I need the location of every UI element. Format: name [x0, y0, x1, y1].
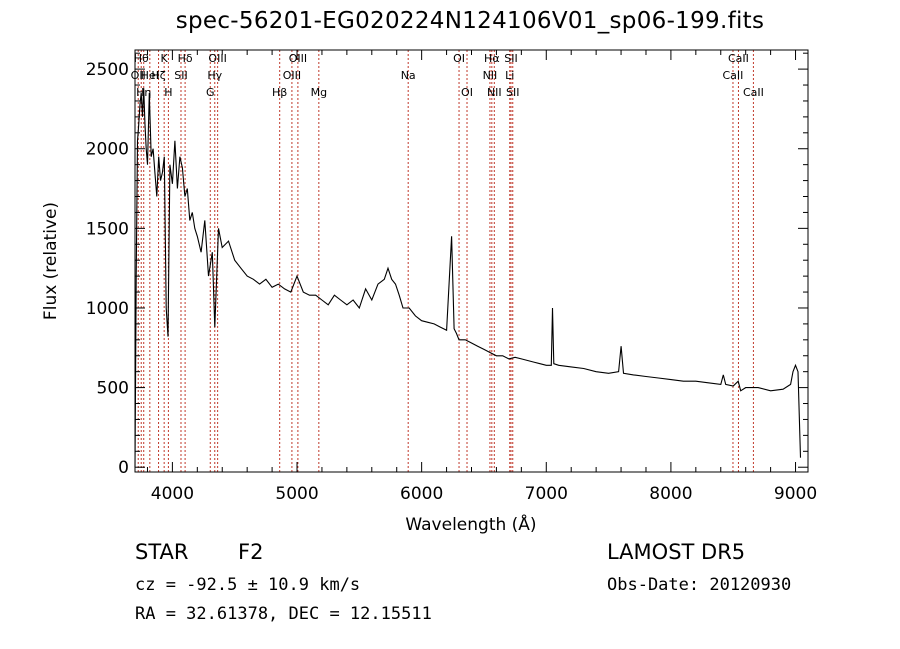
line-marker-label: SII [506, 86, 519, 99]
line-marker-label: CaII [728, 52, 749, 65]
x-tick-label: 6000 [400, 484, 443, 504]
y-tick-label: 2000 [86, 140, 129, 160]
line-marker-label: Hα [484, 52, 500, 65]
x-tick-label: 7000 [525, 484, 568, 504]
survey-name: LAMOST DR5 [607, 540, 746, 564]
observation-date: Obs-Date: 20120930 [607, 575, 792, 595]
line-marker-label: OII [131, 69, 146, 82]
line-marker-label: Hγ [207, 69, 222, 82]
y-tick-label: 1000 [86, 299, 129, 319]
line-marker-label: OIII [208, 52, 226, 65]
x-tick-label: 8000 [649, 484, 692, 504]
x-tick-label: 4000 [151, 484, 194, 504]
y-axis-ticks: 0 500 1000 1500 2000 2500 [86, 52, 808, 478]
line-marker-label: CaII [743, 86, 764, 99]
line-marker-label: CaII [723, 69, 744, 82]
x-tick-label: 5000 [275, 484, 318, 504]
x-axis-ticks: 4000 5000 6000 7000 8000 9000 [146, 50, 817, 504]
line-marker-label: K [161, 52, 169, 65]
coordinates: RA = 32.61378, DEC = 12.15511 [135, 604, 432, 624]
line-marker-label: OIII [289, 52, 307, 65]
line-marker-label: H [164, 86, 172, 99]
line-marker-label: Mg [311, 86, 327, 99]
y-tick-label: 1500 [86, 219, 129, 239]
line-markers [137, 50, 754, 472]
x-axis-label: Wavelength (Å) [405, 513, 536, 535]
x-tick-label: 9000 [774, 484, 817, 504]
line-marker-label: Hθ [134, 52, 149, 65]
line-marker-label: Hζ [151, 69, 165, 82]
y-tick-label: 500 [97, 379, 129, 399]
object-class: STAR [135, 540, 189, 564]
line-marker-label: Hβ [272, 86, 287, 99]
line-marker-label: OIII [283, 69, 301, 82]
y-tick-label: 0 [118, 458, 129, 478]
line-marker-label: Hδ [178, 52, 193, 65]
line-marker-label: SII [504, 52, 517, 65]
spectrum-line [134, 88, 802, 468]
line-marker-label: OI [453, 52, 465, 65]
line-marker-label: OI [461, 86, 473, 99]
line-marker-label: G [206, 86, 215, 99]
line-marker-label: NII [487, 86, 502, 99]
line-marker-label: NII [483, 69, 498, 82]
line-marker-labels: OIIHθHηHeIHζKHSIIHδGHγOIIIHβOIIIOIIIMgNa… [131, 52, 764, 99]
line-marker-label: SII [174, 69, 187, 82]
line-marker-label: Li [505, 69, 514, 82]
subclass: F2 [238, 540, 264, 564]
line-marker-label: Na [401, 69, 416, 82]
redshift-cz: cz = -92.5 ± 10.9 km/s [135, 575, 361, 595]
y-axis-label: Flux (relative) [41, 202, 61, 320]
chart-title: spec-56201-EG020224N124106V01_sp06-199.f… [175, 8, 765, 34]
line-marker-label: HeI [141, 69, 159, 82]
y-tick-label: 2500 [86, 60, 129, 80]
